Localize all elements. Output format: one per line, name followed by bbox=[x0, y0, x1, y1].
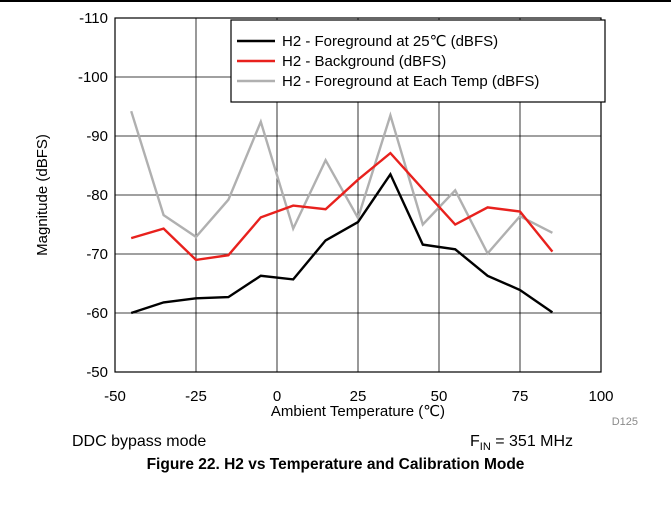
series-line-1 bbox=[130, 151, 554, 262]
figure-id: D125 bbox=[612, 416, 638, 428]
y-tick-labels: -110 -100 -90 -80 -70 -60 -50 bbox=[78, 10, 108, 381]
series-lines bbox=[130, 110, 554, 315]
x-tick-label: -50 bbox=[104, 388, 126, 405]
input-frequency-note: FIN = 351 MHz bbox=[470, 433, 573, 453]
x-axis-label: Ambient Temperature (℃) bbox=[271, 403, 445, 420]
figure-caption: Figure 22. H2 vs Temperature and Calibra… bbox=[146, 456, 525, 473]
series-line-0 bbox=[130, 171, 554, 315]
x-tick-label: 25 bbox=[350, 388, 367, 405]
legend: H2 - Foreground at 25℃ (dBFS) H2 - Backgr… bbox=[230, 19, 606, 103]
header-rule bbox=[0, 0, 671, 2]
line-chart: -50 -25 0 25 50 75 100 -110 -100 -90 -80 -70 -60 -50… bbox=[34, 10, 638, 428]
y-tick-label: -100 bbox=[78, 69, 108, 86]
legend-box bbox=[230, 19, 606, 103]
y-tick-label: -60 bbox=[86, 305, 108, 322]
y-tick-label: -50 bbox=[86, 364, 108, 381]
y-tick-label: -110 bbox=[79, 10, 108, 27]
freq-value: = 351 MHz bbox=[490, 433, 574, 450]
mode-note: DDC bypass mode bbox=[72, 433, 207, 450]
x-tick-label: 75 bbox=[512, 388, 529, 405]
x-tick-label: 100 bbox=[588, 388, 613, 405]
plot-frame bbox=[114, 17, 602, 373]
legend-label: H2 - Foreground at Each Temp (dBFS) bbox=[282, 73, 539, 90]
legend-label: H2 - Foreground at 25℃ (dBFS) bbox=[282, 33, 498, 50]
freq-symbol: F bbox=[470, 433, 480, 450]
y-tick-label: -70 bbox=[86, 246, 108, 263]
series-line-2 bbox=[130, 110, 553, 256]
y-axis-label: Magnitude (dBFS) bbox=[34, 134, 51, 256]
x-tick-label: 50 bbox=[431, 388, 448, 405]
x-tick-label: -25 bbox=[185, 388, 207, 405]
freq-subscript: IN bbox=[479, 441, 491, 454]
y-tick-label: -90 bbox=[86, 128, 108, 145]
y-tick-label: -80 bbox=[86, 187, 108, 204]
x-tick-label: 0 bbox=[273, 388, 281, 405]
legend-label: H2 - Background (dBFS) bbox=[282, 53, 446, 70]
x-tick-labels: -50 -25 0 25 50 75 100 bbox=[104, 388, 613, 405]
